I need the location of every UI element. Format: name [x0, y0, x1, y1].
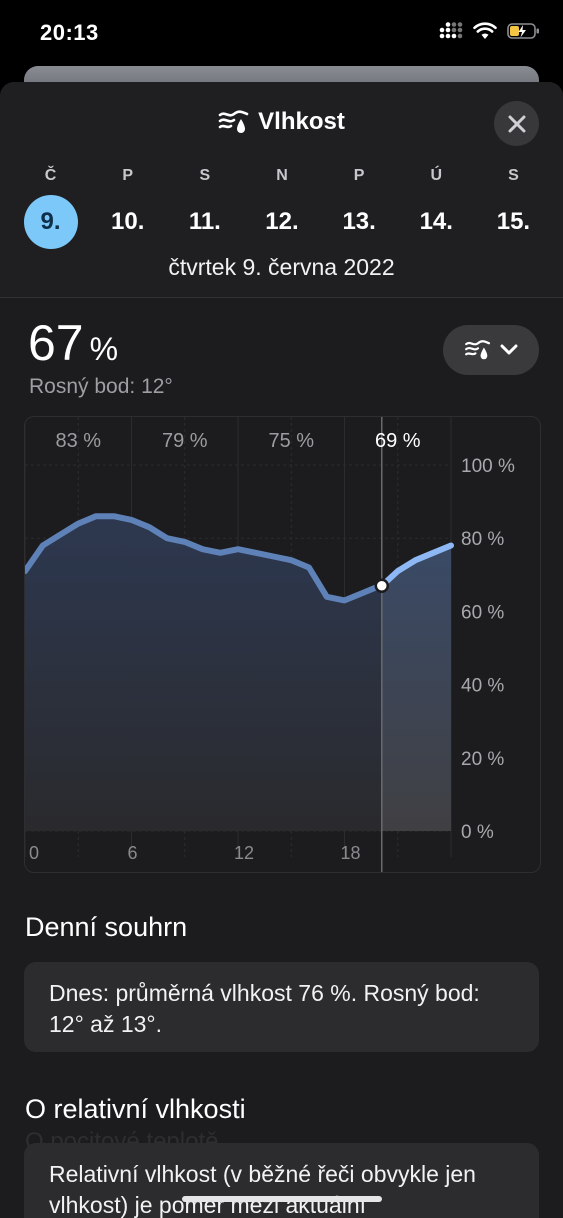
chevron-down-icon — [500, 344, 518, 355]
day-item-3[interactable]: N 12. — [243, 164, 320, 249]
sheet-title-text: Vlhkost — [258, 108, 345, 135]
day-item-2[interactable]: S 11. — [166, 164, 243, 249]
humidity-icon — [465, 340, 491, 360]
daily-summary-title: Denní souhrn — [25, 912, 188, 942]
top-label: 75 % — [268, 430, 314, 452]
close-button[interactable] — [494, 101, 539, 146]
day-letter: P — [122, 167, 134, 184]
about-humidity-card: Relativní vlhkost (v běžné řeči obvykle … — [24, 1143, 539, 1218]
day-number[interactable]: 14. — [419, 208, 453, 235]
area-future — [381, 545, 451, 831]
day-item-5[interactable]: Ú 14. — [398, 164, 475, 249]
humidity-icon — [218, 110, 249, 133]
y-tick-label: 20 % — [461, 749, 504, 770]
daily-summary-card: Dnes: průměrná vlhkost 76 %. Rosný bod: … — [24, 962, 539, 1052]
y-tick-label: 60 % — [461, 602, 504, 623]
x-tick-label: 0 — [29, 843, 39, 863]
day-item-1[interactable]: P 10. — [89, 164, 166, 249]
wifi-icon — [473, 22, 497, 39]
x-tick-label: 18 — [341, 843, 361, 863]
y-tick-label: 100 % — [461, 456, 515, 477]
series-line-future — [378, 542, 454, 589]
current-humidity-unit: % — [89, 331, 119, 367]
about-humidity-title: O relativní vlhkosti — [25, 1094, 246, 1124]
daily-summary-text: Dnes: průměrná vlhkost 76 %. Rosný bod: … — [49, 980, 480, 1037]
day-item-0[interactable]: Č 9. — [12, 164, 89, 249]
current-humidity-value: 67 — [28, 315, 84, 371]
close-icon — [508, 115, 525, 132]
day-letter: N — [276, 167, 288, 184]
current-point — [374, 578, 390, 594]
humidity-chart[interactable]: 83 % 79 % 75 % 69 % 0 6 12 18 100 % 80 % 60 % 40 % 2… — [24, 416, 541, 873]
day-letter: Č — [44, 167, 57, 184]
day-item-4[interactable]: P 13. — [321, 164, 398, 249]
humidity-sheet: Vlhkost Č 9. P 10. S 11. N 12. P 13. Ú 14. S 15. čtvr… — [0, 82, 563, 1218]
battery-charging-icon — [507, 23, 539, 39]
x-tick-label: 12 — [234, 843, 254, 863]
y-tick-label: 40 % — [461, 676, 504, 697]
cellular-signal-icon — [439, 22, 463, 39]
day-number[interactable]: 11. — [188, 208, 221, 235]
top-label: 79 % — [162, 430, 208, 452]
y-tick-label: 80 % — [461, 529, 504, 550]
series-line-past — [25, 513, 385, 604]
top-label: 83 % — [55, 430, 101, 452]
day-picker: Č 9. P 10. S 11. N 12. P 13. Ú 14. S 15. — [12, 164, 552, 249]
day-number[interactable]: 15. — [496, 208, 531, 235]
day-number[interactable]: 12. — [265, 208, 299, 235]
area-past — [25, 516, 382, 831]
home-indicator[interactable] — [182, 1196, 382, 1202]
day-letter: Ú — [430, 167, 443, 184]
humidity-chart-svg: 83 % 79 % 75 % 69 % 0 6 12 18 100 % 80 % 60 % 40 % 2… — [25, 417, 515, 872]
status-icons — [439, 22, 541, 40]
day-letter: S — [508, 167, 519, 184]
day-number[interactable]: 10. — [111, 208, 145, 235]
sheet-title: Vlhkost — [0, 108, 563, 136]
day-letter: S — [199, 167, 211, 184]
y-tick-label: 0 % — [461, 822, 494, 843]
day-number[interactable]: 9. — [23, 195, 78, 249]
x-tick-label: 6 — [128, 843, 138, 863]
sheet-header: Vlhkost Č 9. P 10. S 11. N 12. P 13. Ú 14. S 15. čtvr… — [0, 82, 563, 298]
status-time: 20:13 — [40, 20, 99, 45]
status-bar: 20:13 — [0, 0, 563, 70]
dew-point: Rosný bod: 12° — [29, 375, 173, 398]
day-letter: P — [353, 167, 365, 184]
day-item-6[interactable]: S 15. — [475, 164, 552, 249]
selected-date: čtvrtek 9. června 2022 — [168, 254, 395, 280]
top-label: 69 % — [375, 430, 421, 452]
day-number[interactable]: 13. — [342, 208, 376, 235]
about-humidity-text: Relativní vlhkost (v běžné řeči obvykle … — [49, 1161, 476, 1218]
metric-selector-button[interactable] — [443, 325, 539, 375]
current-humidity: 67 % — [28, 314, 118, 372]
